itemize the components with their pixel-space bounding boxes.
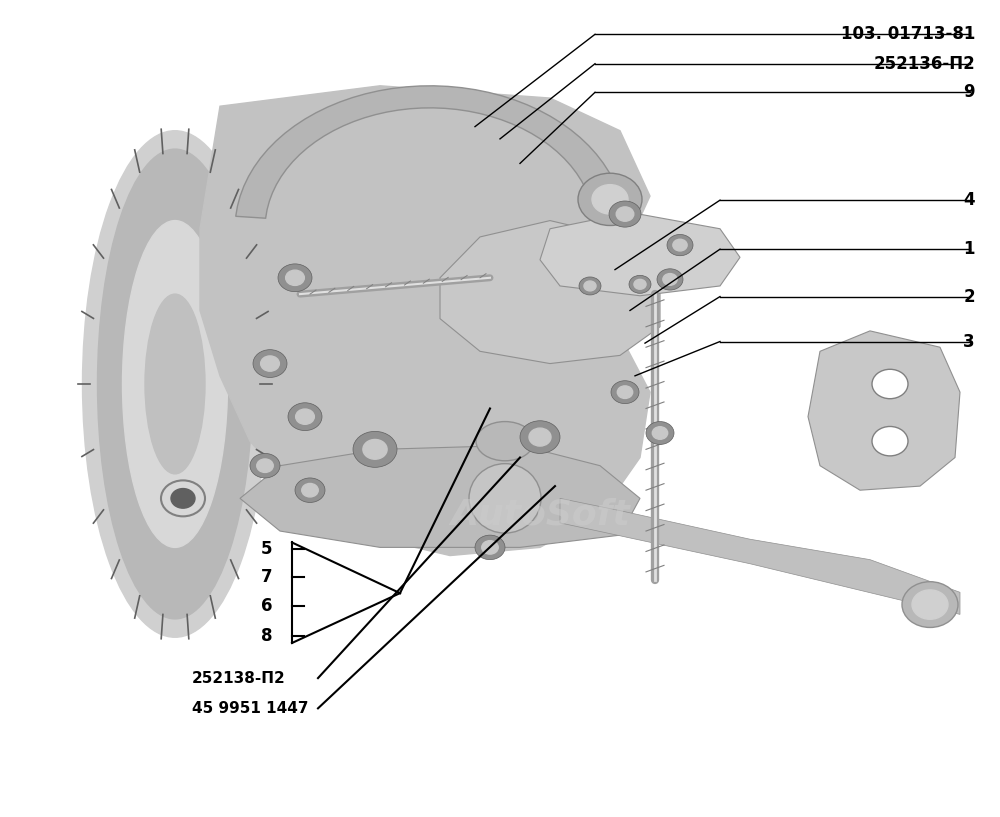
Text: 103. 01713-81: 103. 01713-81 [841, 25, 975, 43]
Circle shape [529, 428, 551, 446]
Circle shape [872, 369, 908, 399]
Circle shape [646, 422, 674, 444]
Text: 252136-П2: 252136-П2 [873, 55, 975, 73]
Text: 7: 7 [260, 568, 272, 586]
Circle shape [667, 234, 693, 256]
Circle shape [584, 281, 596, 291]
Circle shape [609, 201, 641, 227]
Circle shape [663, 274, 677, 285]
Polygon shape [240, 445, 640, 547]
Circle shape [257, 459, 273, 472]
Text: 8: 8 [260, 627, 272, 645]
Circle shape [288, 403, 322, 431]
Circle shape [592, 185, 628, 214]
Polygon shape [440, 221, 660, 364]
Text: 6: 6 [260, 597, 272, 615]
Ellipse shape [98, 149, 252, 619]
Text: AutoSoft: AutoSoft [450, 498, 630, 532]
Circle shape [475, 535, 505, 560]
Ellipse shape [122, 221, 228, 547]
Circle shape [578, 173, 642, 225]
Text: 3: 3 [963, 333, 975, 350]
Circle shape [278, 264, 312, 292]
Circle shape [629, 275, 651, 293]
Circle shape [902, 582, 958, 627]
Polygon shape [560, 498, 960, 614]
Text: 4: 4 [963, 191, 975, 209]
Circle shape [912, 590, 948, 619]
Circle shape [657, 269, 683, 290]
Circle shape [261, 356, 279, 371]
Circle shape [171, 489, 195, 508]
Polygon shape [808, 331, 960, 490]
Polygon shape [200, 86, 650, 556]
Circle shape [673, 239, 687, 251]
Ellipse shape [476, 422, 534, 461]
Text: 9: 9 [963, 83, 975, 101]
Circle shape [579, 277, 601, 295]
Circle shape [353, 431, 397, 467]
Ellipse shape [82, 131, 268, 637]
Circle shape [296, 409, 314, 424]
Text: 45 9951 1447: 45 9951 1447 [192, 701, 308, 716]
Ellipse shape [145, 294, 205, 474]
Circle shape [482, 541, 498, 554]
Circle shape [286, 270, 304, 285]
Circle shape [634, 279, 646, 289]
Circle shape [253, 350, 287, 377]
Circle shape [295, 478, 325, 502]
Ellipse shape [469, 464, 541, 534]
Text: 252138-П2: 252138-П2 [192, 671, 286, 685]
Circle shape [617, 386, 633, 399]
Polygon shape [540, 212, 740, 296]
Circle shape [363, 440, 387, 459]
Text: 2: 2 [963, 288, 975, 306]
Circle shape [520, 421, 560, 453]
Circle shape [652, 426, 668, 440]
Circle shape [302, 484, 318, 497]
Text: 1: 1 [964, 240, 975, 258]
Circle shape [872, 426, 908, 456]
Text: 5: 5 [260, 540, 272, 558]
Circle shape [616, 207, 634, 221]
Circle shape [250, 453, 280, 478]
Circle shape [611, 381, 639, 404]
Polygon shape [236, 86, 618, 218]
